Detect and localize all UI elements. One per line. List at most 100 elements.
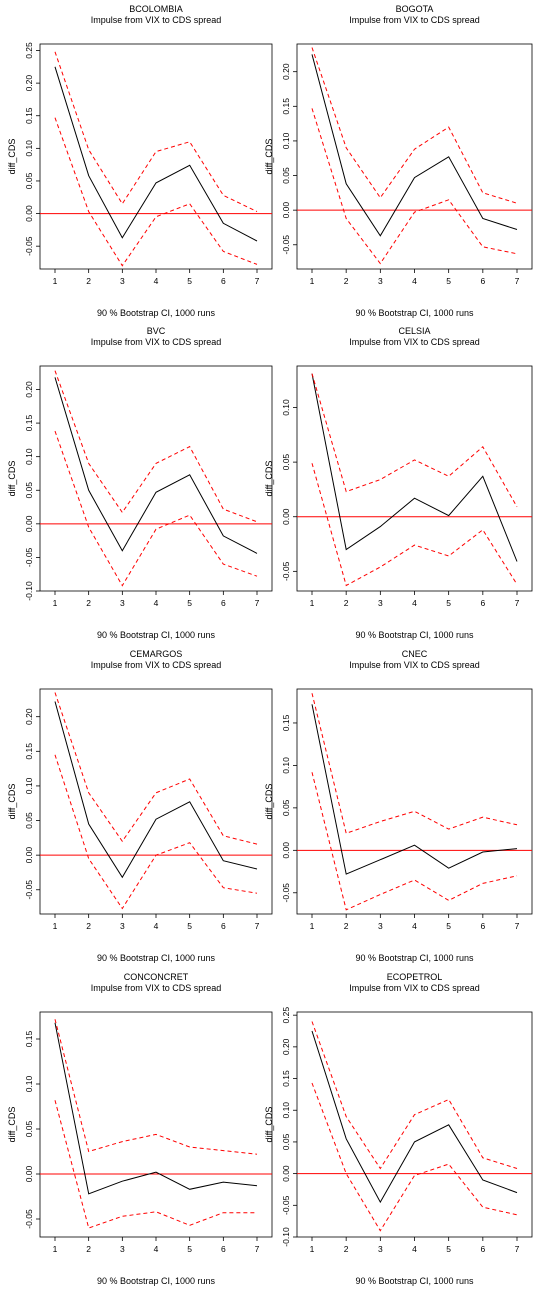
x-tick-label: 1 <box>310 921 315 931</box>
y-tick-label: 0.05 <box>24 482 34 499</box>
y-tick-label: 0.05 <box>281 454 291 471</box>
y-tick-label: 0.20 <box>281 63 291 80</box>
y-tick-label: 0.10 <box>281 1102 291 1119</box>
x-tick-label: 2 <box>86 1244 91 1254</box>
x-tick-label: 6 <box>480 598 485 608</box>
y-tick-label: 0.00 <box>281 508 291 525</box>
panel-footer: 90 % Bootstrap CI, 1000 runs <box>97 308 216 318</box>
y-tick-label: 0.20 <box>24 75 34 92</box>
y-tick-label: -0.05 <box>281 1195 291 1215</box>
y-tick-label: -0.05 <box>281 561 291 581</box>
y-tick-label: 0.10 <box>24 1075 34 1092</box>
y-tick-label: 0.05 <box>281 799 291 816</box>
panel-title: ECOPETROL <box>387 972 443 982</box>
x-tick-label: 2 <box>344 598 349 608</box>
x-tick-label: 5 <box>446 1244 451 1254</box>
panel-footer: 90 % Bootstrap CI, 1000 runs <box>355 953 474 963</box>
y-tick-label: 0.15 <box>24 107 34 124</box>
x-tick-label: 7 <box>255 921 260 931</box>
x-tick-label: 3 <box>378 1244 383 1254</box>
y-tick-label: -0.05 <box>24 547 34 567</box>
y-tick-label: 0.05 <box>24 1120 34 1137</box>
irf-line <box>311 704 518 875</box>
panel-footer: 90 % Bootstrap CI, 1000 runs <box>355 308 474 318</box>
ci-upper-line <box>311 1021 518 1170</box>
y-tick-label: 0.25 <box>281 1007 291 1024</box>
y-tick-label: 0.00 <box>24 847 34 864</box>
y-tick-label: 0.20 <box>24 708 34 725</box>
y-axis-label: diff_CDS <box>264 784 274 820</box>
x-tick-label: 5 <box>187 921 192 931</box>
irf-line <box>311 54 518 237</box>
y-tick-label: 0.10 <box>281 132 291 149</box>
panel-title: CELSIA <box>398 326 430 336</box>
x-tick-label: 6 <box>480 1244 485 1254</box>
panel-subtitle: Impulse from VIX to CDS spread <box>91 337 222 347</box>
x-tick-label: 3 <box>120 598 125 608</box>
irf-line <box>311 373 518 562</box>
y-axis-label: diff_CDS <box>7 139 17 175</box>
x-tick-label: 5 <box>187 276 192 286</box>
x-tick-label: 6 <box>480 276 485 286</box>
panel-title: CNEC <box>402 649 428 659</box>
x-tick-label: 4 <box>412 921 417 931</box>
x-tick-label: 5 <box>187 598 192 608</box>
x-tick-label: 2 <box>344 1244 349 1254</box>
x-tick-label: 1 <box>310 1244 315 1254</box>
x-tick-label: 3 <box>378 598 383 608</box>
irf-line <box>54 701 258 879</box>
x-tick-label: 4 <box>154 598 159 608</box>
y-tick-label: 0.10 <box>24 140 34 157</box>
y-tick-label: 0.25 <box>24 42 34 59</box>
x-tick-label: 2 <box>344 921 349 931</box>
y-tick-label: 0.10 <box>24 448 34 465</box>
panel-footer: 90 % Bootstrap CI, 1000 runs <box>97 953 216 963</box>
y-tick-label: 0.05 <box>281 167 291 184</box>
x-tick-label: 1 <box>53 598 58 608</box>
x-tick-label: 5 <box>446 921 451 931</box>
y-tick-label: 0.00 <box>24 515 34 532</box>
plot-frame <box>296 1011 533 1238</box>
ci-lower-line <box>311 1082 518 1232</box>
y-tick-label: 0.00 <box>281 202 291 219</box>
y-tick-label: 0.20 <box>24 381 34 398</box>
y-tick-label: 0.15 <box>281 714 291 731</box>
irf-line <box>54 66 258 242</box>
ci-lower-line <box>54 117 258 267</box>
y-tick-label: 0.00 <box>281 1165 291 1182</box>
y-tick-label: 0.05 <box>24 172 34 189</box>
x-tick-label: 4 <box>154 921 159 931</box>
x-tick-label: 5 <box>446 276 451 286</box>
panel-subtitle: Impulse from VIX to CDS spread <box>349 15 480 25</box>
x-tick-label: 5 <box>187 1244 192 1254</box>
x-tick-label: 2 <box>86 276 91 286</box>
ci-upper-line <box>54 51 258 213</box>
panel-footer: 90 % Bootstrap CI, 1000 runs <box>97 1276 216 1286</box>
irf-line <box>54 1022 258 1195</box>
ci-upper-line <box>311 693 518 834</box>
ci-upper-line <box>54 370 258 523</box>
x-tick-label: 1 <box>310 276 315 286</box>
irf-line <box>311 1030 518 1204</box>
y-tick-label: 0.00 <box>24 205 34 222</box>
irf-line <box>54 377 258 554</box>
y-axis-label: diff_CDS <box>264 461 274 497</box>
x-tick-label: 7 <box>255 276 260 286</box>
ci-upper-line <box>54 692 258 845</box>
plot-frame <box>39 365 273 592</box>
panel-footer: 90 % Bootstrap CI, 1000 runs <box>97 630 216 640</box>
y-axis-label: diff_CDS <box>7 784 17 820</box>
panel-title: CONCONCRET <box>124 972 189 982</box>
x-tick-label: 2 <box>344 276 349 286</box>
x-tick-label: 4 <box>154 276 159 286</box>
panel-footer: 90 % Bootstrap CI, 1000 runs <box>355 630 474 640</box>
ci-upper-line <box>54 1019 258 1155</box>
panel-footer: 90 % Bootstrap CI, 1000 runs <box>355 1276 474 1286</box>
panel-subtitle: Impulse from VIX to CDS spread <box>91 15 222 25</box>
